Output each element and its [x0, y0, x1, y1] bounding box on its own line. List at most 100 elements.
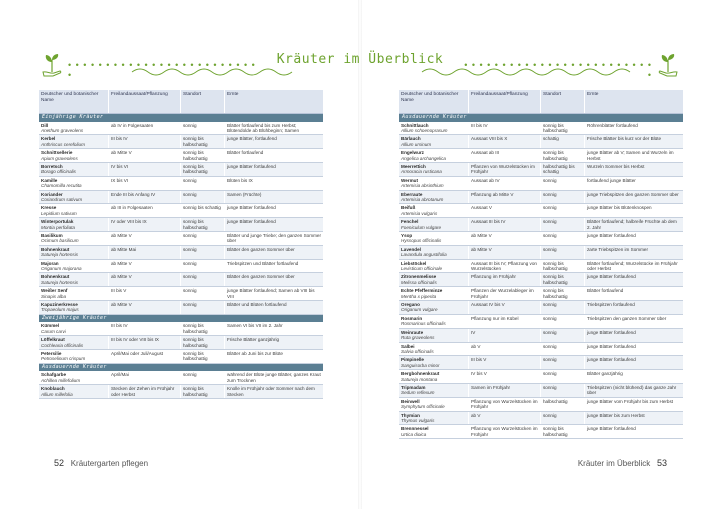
sowing-cell: ab Mitte V: [109, 301, 181, 314]
herb-name-cell: Bohnenkraut Satureja hortensis: [39, 245, 109, 259]
harvest-cell: Blätter fortlaufend; halbreife Früchte a…: [587, 219, 677, 230]
herb-latin-name: Origanum majorana: [41, 266, 82, 272]
col-header-harvest: Ernte: [227, 92, 239, 97]
section-heading: Ausdauernde Kräuter: [39, 363, 323, 372]
site-cell: sonnig bis halbschattig: [181, 385, 225, 398]
herb-latin-name: Lavandula angustifolia: [401, 252, 447, 258]
herb-latin-name: Levisticum officinale: [401, 266, 443, 272]
harvest-cell: junge Blätter fortlaufend: [587, 426, 636, 432]
site-cell: sonnig bis halbschattig: [181, 350, 225, 363]
table-row: Kerbel Anthriscus cerefolium III bis IV son…: [39, 135, 323, 150]
harvest-cell: Triebspitzen und Blätter fortlaufend: [227, 260, 299, 266]
table-row: Lavendel Lavandula angustifolia ab Mitte V…: [399, 245, 683, 260]
herb-name: Schafgarbe: [41, 372, 67, 378]
section-heading: Einjährige Kräuter: [39, 114, 323, 122]
herb-latin-name: Foeniculum vulgare: [401, 224, 442, 230]
herb-name: Schnittsellerie: [41, 150, 73, 156]
sowing-cell: III bis IV oder VIII bis IX: [109, 336, 181, 349]
sowing-cell: Aussaat III bis IV; Pflanzung von Wurzel…: [469, 259, 541, 273]
herb-latin-name: Mentha x piperita: [401, 293, 437, 299]
table-header: Deutscher und botanischer Name Freilanda…: [399, 90, 683, 114]
herb-name: Koriander: [41, 191, 63, 197]
site-cell: sonnig: [541, 190, 585, 204]
table-row: Meerrettich Armoracia rusticana Pflanzen v…: [399, 162, 683, 177]
harvest-cell: Triebspitzen (nicht blühend) das ganze J…: [587, 384, 677, 396]
site-cell: sonnig bis halbschattig: [181, 149, 225, 162]
herb-latin-name: Borago officinalis: [41, 169, 76, 175]
site-cell: halbschattig bis schattig: [541, 162, 585, 176]
herb-name: Eberraute: [401, 191, 423, 197]
herb-name-cell: Zitronenmelisse Melissa officinalis: [399, 273, 469, 287]
herb-name-cell: Wermut Artemisia absinthium: [399, 176, 469, 190]
herb-latin-name: Angelica archangelica: [401, 155, 446, 161]
herb-name-cell: Pimpinelle Sanguisorba minor: [399, 356, 469, 370]
herb-name-cell: Weinraute Ruta graveolens: [399, 328, 469, 342]
sowing-cell: Aussaat V: [469, 204, 541, 218]
herb-latin-name: Allium schoenoprasum: [401, 127, 448, 133]
herb-name-cell: Brennnessel Urtica dioica: [399, 425, 469, 439]
herb-name: Kamille: [41, 177, 58, 183]
harvest-cell: Triebspitzen den ganzen Sommer über: [587, 315, 667, 321]
harvest-cell: junge Blätter bis Blütenknospen: [587, 205, 652, 211]
table-row: Kamille Chamomilla recutita IX bis VI sonni…: [39, 176, 323, 191]
herb-latin-name: Artemisia abrotanum: [401, 196, 444, 202]
herb-name: Fenchel: [401, 219, 419, 225]
sowing-cell: ab IV in Folgesaaten: [109, 121, 181, 135]
harvest-cell: junge Blätter fortlaufend: [587, 274, 636, 280]
sowing-cell: Pflanzung ab Mitte V: [469, 190, 541, 204]
herb-name-cell: Oregano Origanum vulgare: [399, 301, 469, 314]
table-row: Wermut Artemisia absinthium Aussaat ab IV s…: [399, 176, 683, 191]
herb-name: Winterportulak: [41, 219, 74, 225]
table-header: Deutscher und botanischer Name Freilanda…: [39, 90, 323, 114]
sowing-cell: Samen im Frühjahr: [469, 383, 541, 397]
herb-name: Kapuzinerkresse: [41, 302, 78, 308]
site-cell: sonnig bis halbschattig: [181, 322, 225, 336]
col-header-harvest: Ernte: [587, 92, 599, 97]
sowing-cell: III bis IV: [109, 322, 181, 336]
herb-latin-name: Carum carvi: [41, 328, 66, 334]
site-cell: schattig: [541, 135, 585, 149]
harvest-cell: junge Blätter fortlaufend: [227, 205, 276, 211]
herb-name: Meerrettich: [401, 163, 426, 169]
section-heading: Zweijährige Kräuter: [39, 314, 323, 323]
herb-name: Kresse: [41, 205, 57, 211]
site-cell: sonnig: [181, 121, 225, 135]
table-row: Echte Pfefferminze Mentha x piperita Pflan…: [399, 287, 683, 302]
herb-latin-name: Ruta graveolens: [401, 335, 435, 341]
harvest-cell: Röhrenblätter fortlaufend: [587, 122, 638, 128]
harvest-cell: Blätter ab Juni bis zur Blüte: [227, 351, 283, 356]
sowing-cell: ab Mitte V: [109, 232, 181, 245]
table-row: Koriander Coriandrum sativum Ende III bis …: [39, 190, 323, 205]
herb-name: Rosmarin: [401, 315, 423, 321]
sowing-cell: ab Mitte Mai: [109, 245, 181, 259]
sowing-cell: Pflanzen von Wurzelstücken im Frühjahr: [469, 162, 541, 176]
herb-name: Engelwurz: [401, 150, 424, 156]
herb-latin-name: Armoracia rusticana: [401, 169, 442, 175]
herb-name-cell: Engelwurz Angelica archangelica: [399, 149, 469, 162]
harvest-cell: Knolle im Frühjahr oder Sommer nach dem …: [227, 386, 315, 397]
herb-name-cell: Koriander Coriandrum sativum: [39, 190, 109, 204]
herb-latin-name: Sedum reflexum: [401, 390, 435, 396]
header-dots-right: • • • • • • • • • • • • • • • • • • • • …: [464, 60, 652, 80]
herb-name-cell: Kerbel Anthriscus cerefolium: [39, 135, 109, 149]
herb-latin-name: Achillea millefolium: [41, 377, 81, 383]
herb-name-cell: Borretsch Borago officinalis: [39, 162, 109, 176]
table-body: Einjährige Kräuter Dill Anethum graveolens…: [39, 114, 323, 399]
sowing-cell: April/Mai: [109, 371, 181, 385]
sowing-cell: ab Mitte V: [109, 149, 181, 162]
site-cell: sonnig: [541, 204, 585, 218]
col-header-name: Deutscher und botanischer Name: [39, 90, 109, 113]
table-row: Petersilie Petroselinum crispum April/Mai …: [39, 350, 323, 364]
herb-name: Schnittlauch: [401, 122, 429, 128]
herb-name-cell: Fenchel Foeniculum vulgare: [399, 218, 469, 231]
sowing-cell: ab Mitte V: [109, 273, 181, 287]
site-cell: sonnig bis halbschattig: [541, 273, 585, 287]
herb-name-cell: Petersilie Petroselinum crispum: [39, 350, 109, 363]
table-row: Bohnenkraut Satureja hortensis ab Mitte Ma…: [39, 245, 323, 260]
site-cell: sonnig bis halbschattig: [541, 259, 585, 273]
table-row: Fenchel Foeniculum vulgare Aussaat III bis…: [399, 218, 683, 232]
herb-latin-name: Anethum graveolens: [41, 127, 84, 133]
